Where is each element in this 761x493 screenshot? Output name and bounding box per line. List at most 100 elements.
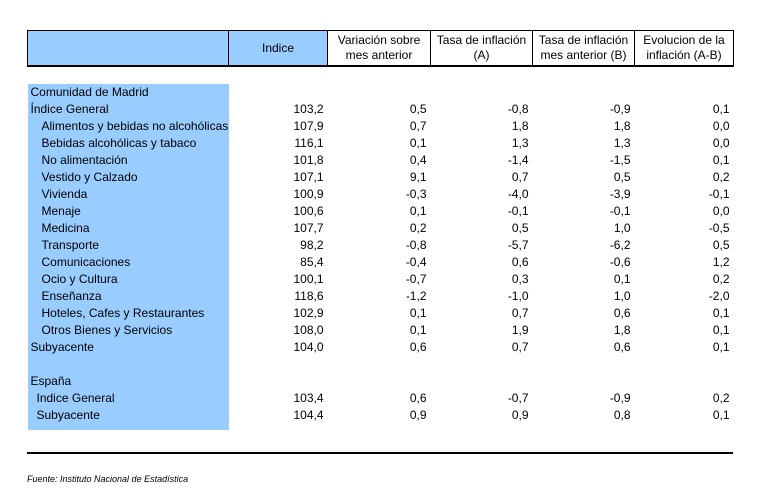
row-label: Vivienda <box>27 186 229 203</box>
row-label: Comunicaciones <box>27 254 229 271</box>
table-row: Enseñanza 118,6 -1,2 -1,0 1,0 -2,0 <box>27 288 734 305</box>
indice-cell: 98,2 <box>300 238 324 252</box>
tasa-a-cell: -0,7 <box>507 391 529 405</box>
row-label: Subyacente <box>27 407 229 424</box>
evolucion-cell: -0,1 <box>708 187 730 201</box>
evolucion-cell: -0,5 <box>708 221 730 235</box>
evolucion-cell: 0,1 <box>712 153 730 167</box>
tasa-a-cell: -4,0 <box>507 187 529 201</box>
tasa-a-cell: 0,6 <box>511 255 529 269</box>
tasa-b-cell: -0,6 <box>609 255 631 269</box>
indice-cell: 102,9 <box>293 306 324 320</box>
region-row-espana: España <box>27 373 734 390</box>
tasa-b-cell: 1,0 <box>613 221 631 235</box>
variacion-cell: 0,6 <box>409 391 427 405</box>
tasa-b-cell: -0,9 <box>609 391 631 405</box>
evolucion-cell: 0,0 <box>712 204 730 218</box>
variacion-cell: -0,8 <box>405 238 427 252</box>
table-header: Indice Variación sobre mes anterior Tasa… <box>27 30 734 67</box>
indice-cell: 100,9 <box>293 187 324 201</box>
variacion-cell: 0,1 <box>409 136 427 150</box>
madrid-rows: Índice General 103,2 0,5 -0,8 -0,9 0,1 Aliment… <box>27 101 734 356</box>
tasa-b-cell: -6,2 <box>609 238 631 252</box>
evolucion-cell: 0,1 <box>712 102 730 116</box>
header-indice: Indice <box>228 30 328 67</box>
indice-cell: 85,4 <box>300 255 324 269</box>
table-row: Vivienda 100,9 -0,3 -4,0 -3,9 -0,1 <box>27 186 734 203</box>
table-row: Ocio y Cultura 100,1 -0,7 0,3 0,1 0,2 <box>27 271 734 288</box>
spacer-row <box>28 66 734 84</box>
row-label: Bebidas alcohólicas y tabaco <box>27 135 229 152</box>
tasa-b-cell: 1,8 <box>613 323 631 337</box>
indice-cell: 104,4 <box>293 408 324 422</box>
indice-cell: 103,2 <box>293 102 324 116</box>
tasa-b-cell: 0,1 <box>613 272 631 286</box>
indice-cell: 116,1 <box>294 136 324 150</box>
indice-cell: 100,6 <box>293 204 324 218</box>
tasa-b-cell: 0,5 <box>613 170 631 184</box>
table-row: Alimentos y bebidas no alcohólicas 107,9 0… <box>27 118 734 135</box>
tasa-a-cell: -1,4 <box>507 153 529 167</box>
tasa-b-cell: 0,6 <box>613 340 631 354</box>
bottom-rule <box>27 452 733 454</box>
tasa-b-cell: 0,8 <box>613 408 631 422</box>
evolucion-cell: 0,2 <box>712 170 730 184</box>
variacion-cell: 0,7 <box>409 119 427 133</box>
variacion-cell: -0,4 <box>405 255 427 269</box>
indice-cell: 118,6 <box>294 289 324 303</box>
indice-cell: 107,9 <box>293 119 324 133</box>
tasa-a-cell: 0,3 <box>511 272 529 286</box>
variacion-cell: 0,9 <box>409 408 427 422</box>
tasa-b-cell: 1,0 <box>613 289 631 303</box>
table-row: Transporte 98,2 -0,8 -5,7 -6,2 0,5 <box>27 237 734 254</box>
table-row: Comunicaciones 85,4 -0,4 0,6 -0,6 1,2 <box>27 254 734 271</box>
variacion-cell: 9,1 <box>409 170 427 184</box>
evolucion-cell: -2,0 <box>708 289 730 303</box>
header-tasa-b: Tasa de inflación mes anterior (B) <box>532 30 635 67</box>
region-label: España <box>27 373 229 390</box>
evolucion-cell: 0,0 <box>712 136 730 150</box>
evolucion-cell: 0,1 <box>712 306 730 320</box>
evolucion-cell: 0,2 <box>712 272 730 286</box>
tasa-b-cell: -0,1 <box>609 204 631 218</box>
indice-cell: 104,0 <box>293 340 324 354</box>
evolucion-cell: 0,1 <box>712 340 730 354</box>
indice-cell: 103,4 <box>293 391 324 405</box>
variacion-cell: 0,4 <box>409 153 427 167</box>
tasa-a-cell: -5,7 <box>507 238 529 252</box>
header-tasa-a: Tasa de inflación (A) <box>430 30 533 67</box>
row-label: No alimentación <box>27 152 229 169</box>
row-label: Indice General <box>27 390 229 407</box>
row-label: Transporte <box>27 237 229 254</box>
indice-cell: 107,7 <box>293 221 324 235</box>
cpi-table: Indice Variación sobre mes anterior Tasa… <box>27 30 734 430</box>
tasa-b-cell: 1,3 <box>613 136 631 150</box>
tasa-a-cell: -1,0 <box>507 289 529 303</box>
region-row-madrid: Comunidad de Madrid <box>27 84 734 101</box>
evolucion-cell: 0,5 <box>712 238 730 252</box>
table-row: Subyacente 104,4 0,9 0,9 0,8 0,1 <box>27 407 734 424</box>
row-label: Alimentos y bebidas no alcohólicas <box>27 118 229 135</box>
table-row: Indice General 103,4 0,6 -0,7 -0,9 0,2 <box>27 390 734 407</box>
table-row: Medicina 107,7 0,2 0,5 1,0 -0,5 <box>27 220 734 237</box>
tasa-b-cell: 0,6 <box>613 306 631 320</box>
table-row: Índice General 103,2 0,5 -0,8 -0,9 0,1 <box>27 101 734 118</box>
evolucion-cell: 0,1 <box>712 323 730 337</box>
tasa-a-cell: 0,9 <box>511 408 529 422</box>
row-label: Subyacente <box>27 339 229 356</box>
tasa-a-cell: 0,7 <box>511 170 529 184</box>
variacion-cell: 0,1 <box>409 204 427 218</box>
variacion-cell: 0,2 <box>409 221 427 235</box>
table-row: No alimentación 101,8 0,4 -1,4 -1,5 0,1 <box>27 152 734 169</box>
evolucion-cell: 0,1 <box>712 408 730 422</box>
table-row: Hoteles, Cafes y Restaurantes 102,9 0,1 0,7… <box>27 305 734 322</box>
variacion-cell: 0,1 <box>409 323 427 337</box>
table-row: Otros Bienes y Servicios 108,0 0,1 1,9 1,8 0,… <box>27 322 734 339</box>
variacion-cell: -0,7 <box>405 272 427 286</box>
indice-cell: 107,1 <box>293 170 324 184</box>
evolucion-cell: 0,0 <box>712 119 730 133</box>
tasa-a-cell: -0,1 <box>507 204 529 218</box>
table-body: Comunidad de Madrid <box>27 66 734 101</box>
tasa-a-cell: 1,9 <box>511 323 529 337</box>
tasa-b-cell: -3,9 <box>609 187 631 201</box>
